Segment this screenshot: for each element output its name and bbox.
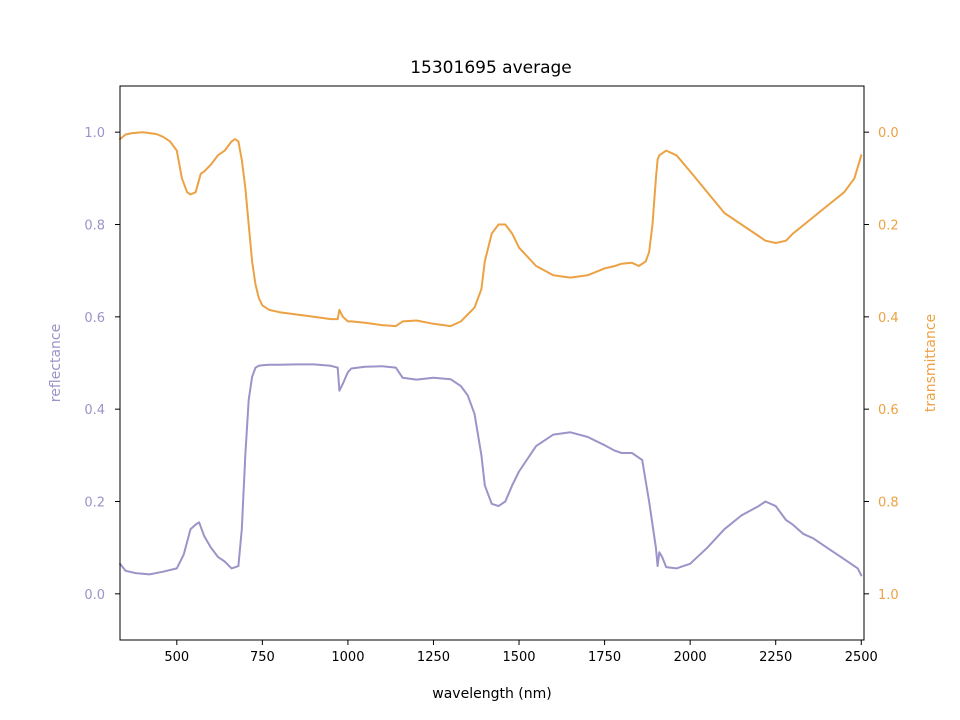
reflectance-tick-label: 0.8 xyxy=(84,219,105,234)
x-tick-label: 1500 xyxy=(502,650,535,665)
reflectance-tick-label: 1.0 xyxy=(84,126,105,141)
x-tick-label: 2500 xyxy=(845,650,878,665)
reflectance-axis: 0.0 0.2 0.4 0.6 0.8 1.0 xyxy=(84,126,120,603)
x-tick-label: 2250 xyxy=(759,650,792,665)
x-tick-label: 750 xyxy=(250,650,275,665)
x-axis: 500 750 1000 1250 1500 1750 2000 2250 2500 xyxy=(164,640,878,665)
reflectance-line xyxy=(119,363,863,577)
reflectance-tick-label: 0.2 xyxy=(84,496,105,511)
x-tick-label: 2000 xyxy=(674,650,707,665)
x-tick-label: 1250 xyxy=(417,650,450,665)
transmittance-axis-label: transmittance xyxy=(923,314,939,412)
transmittance-axis: 0.0 0.2 0.4 0.6 0.8 1.0 xyxy=(864,126,899,603)
reflectance-axis-label: reflectance xyxy=(48,324,64,402)
plot-area xyxy=(119,131,863,577)
transmittance-tick-label: 0.8 xyxy=(878,496,899,511)
reflectance-tick-label: 0.4 xyxy=(84,403,105,418)
chart-title: 15301695 average xyxy=(410,58,572,78)
reflectance-tick-label: 0.6 xyxy=(84,311,105,326)
transmittance-tick-label: 0.2 xyxy=(878,219,899,234)
x-axis-label: wavelength (nm) xyxy=(432,686,551,702)
plot-frame xyxy=(119,85,865,641)
x-tick-label: 1750 xyxy=(588,650,621,665)
transmittance-tick-label: 0.4 xyxy=(878,311,899,326)
x-tick-label: 1000 xyxy=(331,650,364,665)
transmittance-tick-label: 0.0 xyxy=(878,126,899,141)
transmittance-line xyxy=(119,131,863,328)
transmittance-tick-label: 0.6 xyxy=(878,403,899,418)
x-tick-label: 500 xyxy=(164,650,189,665)
transmittance-tick-label: 1.0 xyxy=(878,588,899,603)
reflectance-tick-label: 0.0 xyxy=(84,588,105,603)
